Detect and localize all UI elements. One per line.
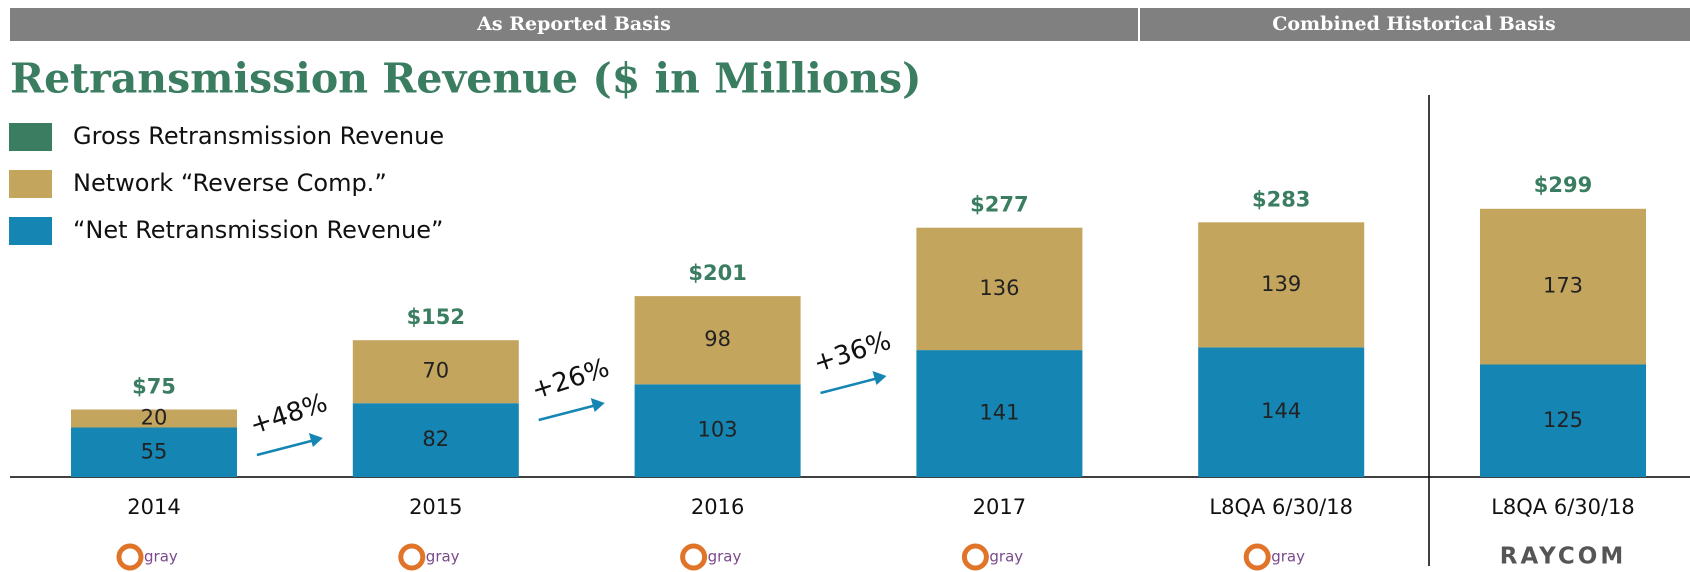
bar-segment bbox=[634, 384, 801, 477]
bar-segment bbox=[352, 403, 519, 477]
bar-segment bbox=[71, 427, 237, 477]
total-label: $299 bbox=[1534, 173, 1592, 197]
logo: gray bbox=[426, 548, 460, 566]
arrow-head bbox=[308, 433, 323, 447]
bar-segment bbox=[916, 227, 1083, 351]
bar-segment bbox=[634, 296, 801, 385]
total-label: $283 bbox=[1252, 187, 1310, 211]
growth-arrow bbox=[256, 438, 316, 457]
x-tick-label: 2017 bbox=[973, 495, 1026, 519]
growth-label: +48% bbox=[246, 388, 331, 441]
logo-mark bbox=[680, 543, 708, 571]
logo: gray bbox=[144, 548, 178, 566]
bar-segment bbox=[1198, 347, 1365, 477]
bar-segment bbox=[352, 340, 519, 404]
logo-mark bbox=[398, 543, 426, 571]
total-label: $152 bbox=[407, 305, 465, 329]
arrow-head bbox=[590, 398, 605, 412]
legend-swatch bbox=[9, 170, 52, 198]
legend-label: “Net Retransmission Revenue” bbox=[73, 216, 443, 244]
bar-segment bbox=[916, 350, 1083, 477]
chart-title: Retransmission Revenue ($ in Millions) bbox=[10, 55, 922, 103]
segment-label: 82 bbox=[422, 427, 449, 451]
logo-mark bbox=[961, 543, 989, 571]
bar-segment bbox=[1198, 222, 1365, 348]
bar-segment bbox=[1480, 364, 1646, 477]
arrow-head bbox=[872, 371, 887, 385]
segment-label: 125 bbox=[1543, 408, 1583, 432]
segment-label: 98 bbox=[704, 327, 731, 351]
segment-label: 139 bbox=[1261, 272, 1301, 296]
logo: gray bbox=[708, 548, 742, 566]
bar-segment bbox=[1480, 208, 1646, 365]
logo-mark bbox=[1243, 543, 1271, 571]
segment-label: 20 bbox=[141, 406, 168, 430]
segment-label: 136 bbox=[979, 276, 1019, 300]
bar-segment bbox=[71, 409, 237, 428]
x-tick-label: 2016 bbox=[691, 495, 744, 519]
legend-label: Network “Reverse Comp.” bbox=[73, 169, 387, 197]
segment-label: 103 bbox=[698, 418, 738, 442]
x-tick-label: 2015 bbox=[409, 495, 462, 519]
x-tick-label: L8QA 6/30/18 bbox=[1209, 495, 1353, 519]
segment-label: 141 bbox=[979, 401, 1019, 425]
segment-label: 70 bbox=[422, 359, 449, 383]
growth-label: +26% bbox=[528, 353, 613, 406]
x-tick-label: 2014 bbox=[127, 495, 180, 519]
logo: gray bbox=[1271, 548, 1305, 566]
legend-swatch bbox=[9, 123, 52, 151]
segment-label: 55 bbox=[141, 439, 168, 463]
growth-label: +36% bbox=[810, 326, 895, 379]
legend-swatch bbox=[9, 217, 52, 245]
total-label: $277 bbox=[970, 193, 1028, 217]
x-tick-label: L8QA 6/30/18 bbox=[1491, 495, 1635, 519]
logo: RAYCOM bbox=[1500, 544, 1626, 570]
segment-label: 173 bbox=[1543, 274, 1583, 298]
header-right: Combined Historical Basis bbox=[1272, 13, 1555, 35]
header-bar bbox=[10, 8, 1690, 41]
header-left: As Reported Basis bbox=[476, 13, 671, 35]
growth-arrow bbox=[820, 376, 879, 395]
logo-mark bbox=[116, 543, 144, 571]
segment-label: 144 bbox=[1261, 399, 1301, 423]
growth-arrow bbox=[538, 403, 598, 422]
total-label: $75 bbox=[132, 375, 176, 399]
logo: gray bbox=[989, 548, 1023, 566]
total-label: $201 bbox=[688, 261, 746, 285]
legend-label: Gross Retransmission Revenue bbox=[73, 122, 444, 150]
